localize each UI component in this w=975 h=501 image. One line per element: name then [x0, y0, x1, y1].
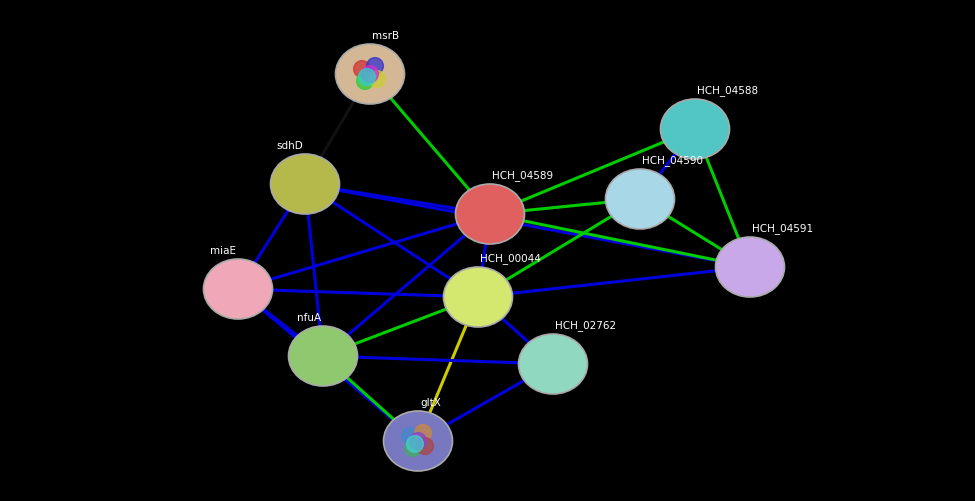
Ellipse shape: [660, 100, 729, 160]
Ellipse shape: [455, 185, 525, 244]
Text: HCH_00044: HCH_00044: [480, 253, 541, 264]
Ellipse shape: [289, 326, 358, 386]
Circle shape: [357, 74, 373, 90]
Text: gltX: gltX: [420, 397, 441, 407]
Circle shape: [362, 67, 378, 83]
Text: HCH_04588: HCH_04588: [697, 85, 759, 96]
Text: HCH_02762: HCH_02762: [555, 320, 616, 330]
Circle shape: [367, 59, 383, 75]
Text: HCH_04589: HCH_04589: [492, 170, 553, 181]
Text: sdhD: sdhD: [276, 141, 303, 151]
Circle shape: [407, 436, 423, 452]
Circle shape: [402, 428, 418, 444]
Circle shape: [416, 438, 434, 454]
Ellipse shape: [519, 334, 588, 394]
Ellipse shape: [335, 45, 405, 105]
Ellipse shape: [270, 155, 339, 214]
Ellipse shape: [383, 411, 452, 471]
Circle shape: [354, 62, 370, 78]
Text: msrB: msrB: [372, 31, 399, 41]
Ellipse shape: [605, 170, 675, 229]
Circle shape: [410, 433, 426, 449]
Circle shape: [359, 70, 375, 86]
Ellipse shape: [444, 268, 513, 327]
Circle shape: [405, 440, 421, 456]
Text: miaE: miaE: [210, 245, 236, 256]
Text: HCH_04591: HCH_04591: [752, 222, 813, 233]
Text: nfuA: nfuA: [296, 313, 321, 322]
Ellipse shape: [716, 237, 785, 298]
Circle shape: [369, 72, 385, 88]
Circle shape: [414, 425, 431, 441]
Text: HCH_04590: HCH_04590: [642, 155, 703, 166]
Ellipse shape: [204, 260, 272, 319]
